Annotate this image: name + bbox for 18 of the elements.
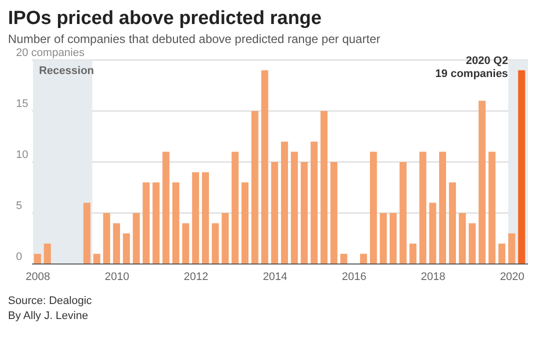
x-tick-label: 2008 [26, 270, 50, 283]
text: By Ally J. Levine [8, 309, 90, 324]
y-tick-label: 20 companies [16, 47, 85, 59]
y-tick-label: 0 [16, 251, 22, 263]
x-tick-label: 2016 [342, 270, 366, 283]
chart-subtitle: Number of companies that debuted above predicted range per quarter [8, 32, 382, 46]
annotation: 2020 Q2 19 companies [435, 55, 508, 80]
x-tick-label: 2020 [500, 270, 524, 283]
x-tick-label: 2014 [262, 270, 288, 283]
x-tick-label: 2018 [420, 270, 446, 283]
source-note: Source: Dealogic [8, 294, 93, 309]
band-label: Recession [38, 64, 94, 77]
y-tick-label: 5 [16, 200, 22, 212]
y-tick-label: 10 [16, 149, 28, 161]
x-tick-label: 2012 [184, 270, 208, 283]
y-tick-label: 15 [16, 98, 28, 110]
x-tick-label: 2010 [104, 270, 130, 283]
chart-title: IPOs priced above predicted range [8, 8, 323, 30]
